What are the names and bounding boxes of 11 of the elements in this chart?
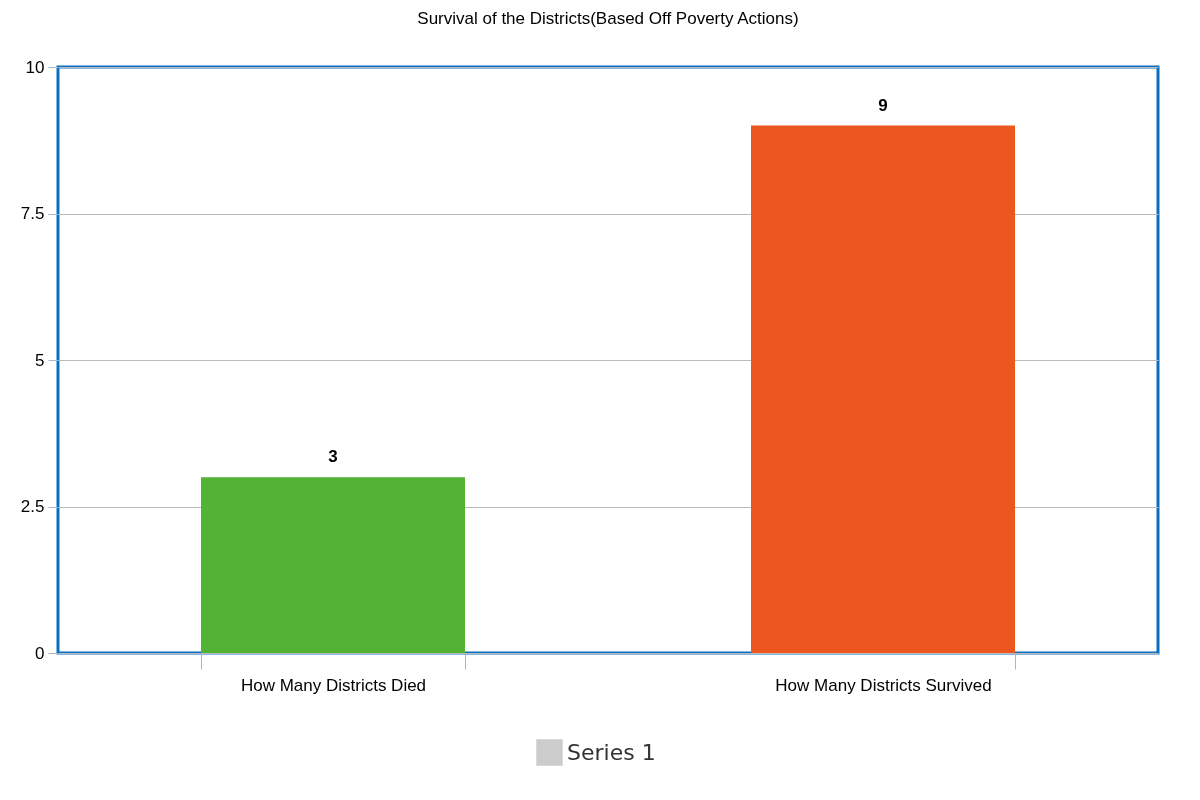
y-tick-label: 7.5 [20,204,45,223]
x-tick-label: How Many Districts Died [240,675,427,695]
y-tick-label: 2.5 [20,497,45,516]
data-label: 9 [878,95,888,115]
y-tick-label: 5 [35,350,45,370]
x-tick-label: How Many Districts Survived [775,675,992,695]
y-tick-label: 10 [25,57,45,77]
data-label: 3 [328,447,338,467]
chart-title: Survival of the Districts(Based Off Poverty Actions) [417,9,799,28]
text: Series 1 [567,739,656,765]
y-tick-label: 0 [35,643,45,663]
